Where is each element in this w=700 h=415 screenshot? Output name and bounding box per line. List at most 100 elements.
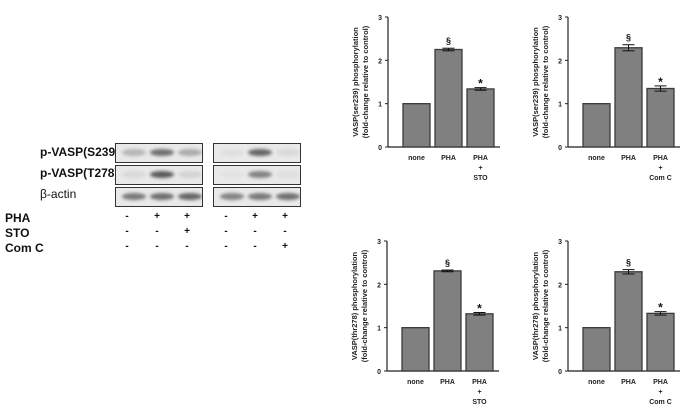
x-tick-label: PHA [441, 155, 456, 162]
significance-marker: * [478, 77, 483, 91]
blot-panel [213, 187, 301, 207]
treatment-sign: + [184, 226, 190, 237]
significance-marker: § [446, 36, 451, 46]
treatment-label: STO [5, 226, 30, 240]
blot-band [220, 193, 244, 200]
blot-band [122, 171, 146, 178]
treatment-sign: - [283, 226, 287, 237]
treatment-sign: - [253, 226, 257, 237]
treatment-sign: - [224, 226, 228, 237]
blot-band [276, 171, 300, 178]
treatment-sign: - [224, 211, 228, 222]
y-tick-label: 3 [558, 239, 562, 246]
bar [582, 103, 611, 148]
x-tick-label: PHA [621, 379, 636, 386]
significance-marker: * [477, 302, 482, 316]
significance-marker: § [626, 258, 631, 268]
blot-band [248, 193, 272, 200]
bar [402, 103, 431, 148]
treatment-sign: - [155, 226, 159, 237]
bar [582, 327, 611, 372]
y-axis-label: VASP(thr278) phosphorylation [531, 251, 540, 360]
y-tick-label: 0 [558, 145, 562, 152]
treatment-label: Com C [5, 241, 44, 255]
blot-band [276, 149, 300, 156]
significance-marker: § [626, 33, 631, 43]
x-tick-label: + [477, 389, 481, 396]
treatment-sign: + [252, 211, 258, 222]
y-tick-label: 2 [558, 282, 562, 289]
y-tick-label: 3 [377, 239, 381, 246]
bar [614, 271, 643, 372]
x-tick-label: PHA [473, 155, 488, 162]
blot-band [178, 193, 202, 200]
blot-band [122, 193, 146, 200]
blot-panel [115, 143, 203, 163]
y-tick-label: 3 [378, 15, 382, 22]
x-tick-label: PHA [440, 379, 455, 386]
y-tick-label: 2 [378, 58, 382, 65]
treatment-sign: - [155, 241, 159, 252]
y-tick-label: 0 [377, 369, 381, 376]
blot-band [248, 171, 272, 178]
bar [465, 313, 494, 372]
x-tick-label: PHA [621, 155, 636, 162]
y-tick-label: 1 [377, 326, 381, 333]
blot-band [178, 171, 202, 178]
bar [434, 48, 463, 148]
x-tick-label: + [478, 165, 482, 172]
x-tick-label: none [588, 379, 605, 386]
y-tick-label: 1 [558, 326, 562, 333]
blot-panel [213, 165, 301, 185]
x-tick-label: STO [472, 399, 487, 406]
y-tick-label: 1 [558, 102, 562, 109]
y-tick-label: 2 [558, 58, 562, 65]
treatment-sign: + [282, 241, 288, 252]
bar [646, 312, 675, 372]
blot-band [122, 149, 146, 156]
treatment-sign: + [154, 211, 160, 222]
treatment-sign: + [184, 211, 190, 222]
treatment-sign: - [125, 226, 129, 237]
blot-panel [213, 143, 301, 163]
blot-band [220, 149, 244, 156]
bar [614, 47, 643, 148]
blot-band [248, 149, 272, 156]
treatment-sign: - [125, 211, 129, 222]
y-axis-label: VASP(ser239) phosphorylation [531, 27, 540, 137]
x-tick-label: none [408, 155, 425, 162]
x-tick-label: + [658, 165, 662, 172]
y-axis-label: (fold-change relative to control) [360, 249, 369, 362]
blot-panel [115, 187, 203, 207]
treatment-sign: - [185, 241, 189, 252]
x-tick-label: none [588, 155, 605, 162]
treatment-sign: - [253, 241, 257, 252]
blot-band [150, 193, 174, 200]
y-tick-label: 1 [378, 102, 382, 109]
x-tick-label: + [658, 389, 662, 396]
y-tick-label: 2 [377, 282, 381, 289]
blot-band [276, 193, 300, 200]
blot-row-label: p-VASP(T278) [40, 166, 119, 180]
x-tick-label: PHA [472, 379, 487, 386]
bar [401, 327, 430, 372]
blot-band [150, 149, 174, 156]
y-axis-label: VASP(ser239) phosphorylation [351, 27, 360, 137]
x-tick-label: none [407, 379, 424, 386]
blot-band [150, 171, 174, 178]
y-tick-label: 3 [558, 15, 562, 22]
blot-row-label: β-actin [40, 187, 77, 201]
x-tick-label: PHA [653, 379, 668, 386]
significance-marker: § [445, 258, 450, 268]
bar [466, 88, 495, 148]
bar [646, 87, 675, 148]
x-tick-label: Com C [649, 399, 672, 406]
x-tick-label: STO [473, 175, 488, 182]
bar [433, 270, 462, 372]
treatment-label: PHA [5, 211, 31, 225]
treatment-sign: + [282, 211, 288, 222]
y-axis-label: (fold-change relative to control) [541, 25, 550, 138]
blot-row-label: p-VASP(S239) [40, 145, 120, 159]
treatment-sign: - [125, 241, 129, 252]
